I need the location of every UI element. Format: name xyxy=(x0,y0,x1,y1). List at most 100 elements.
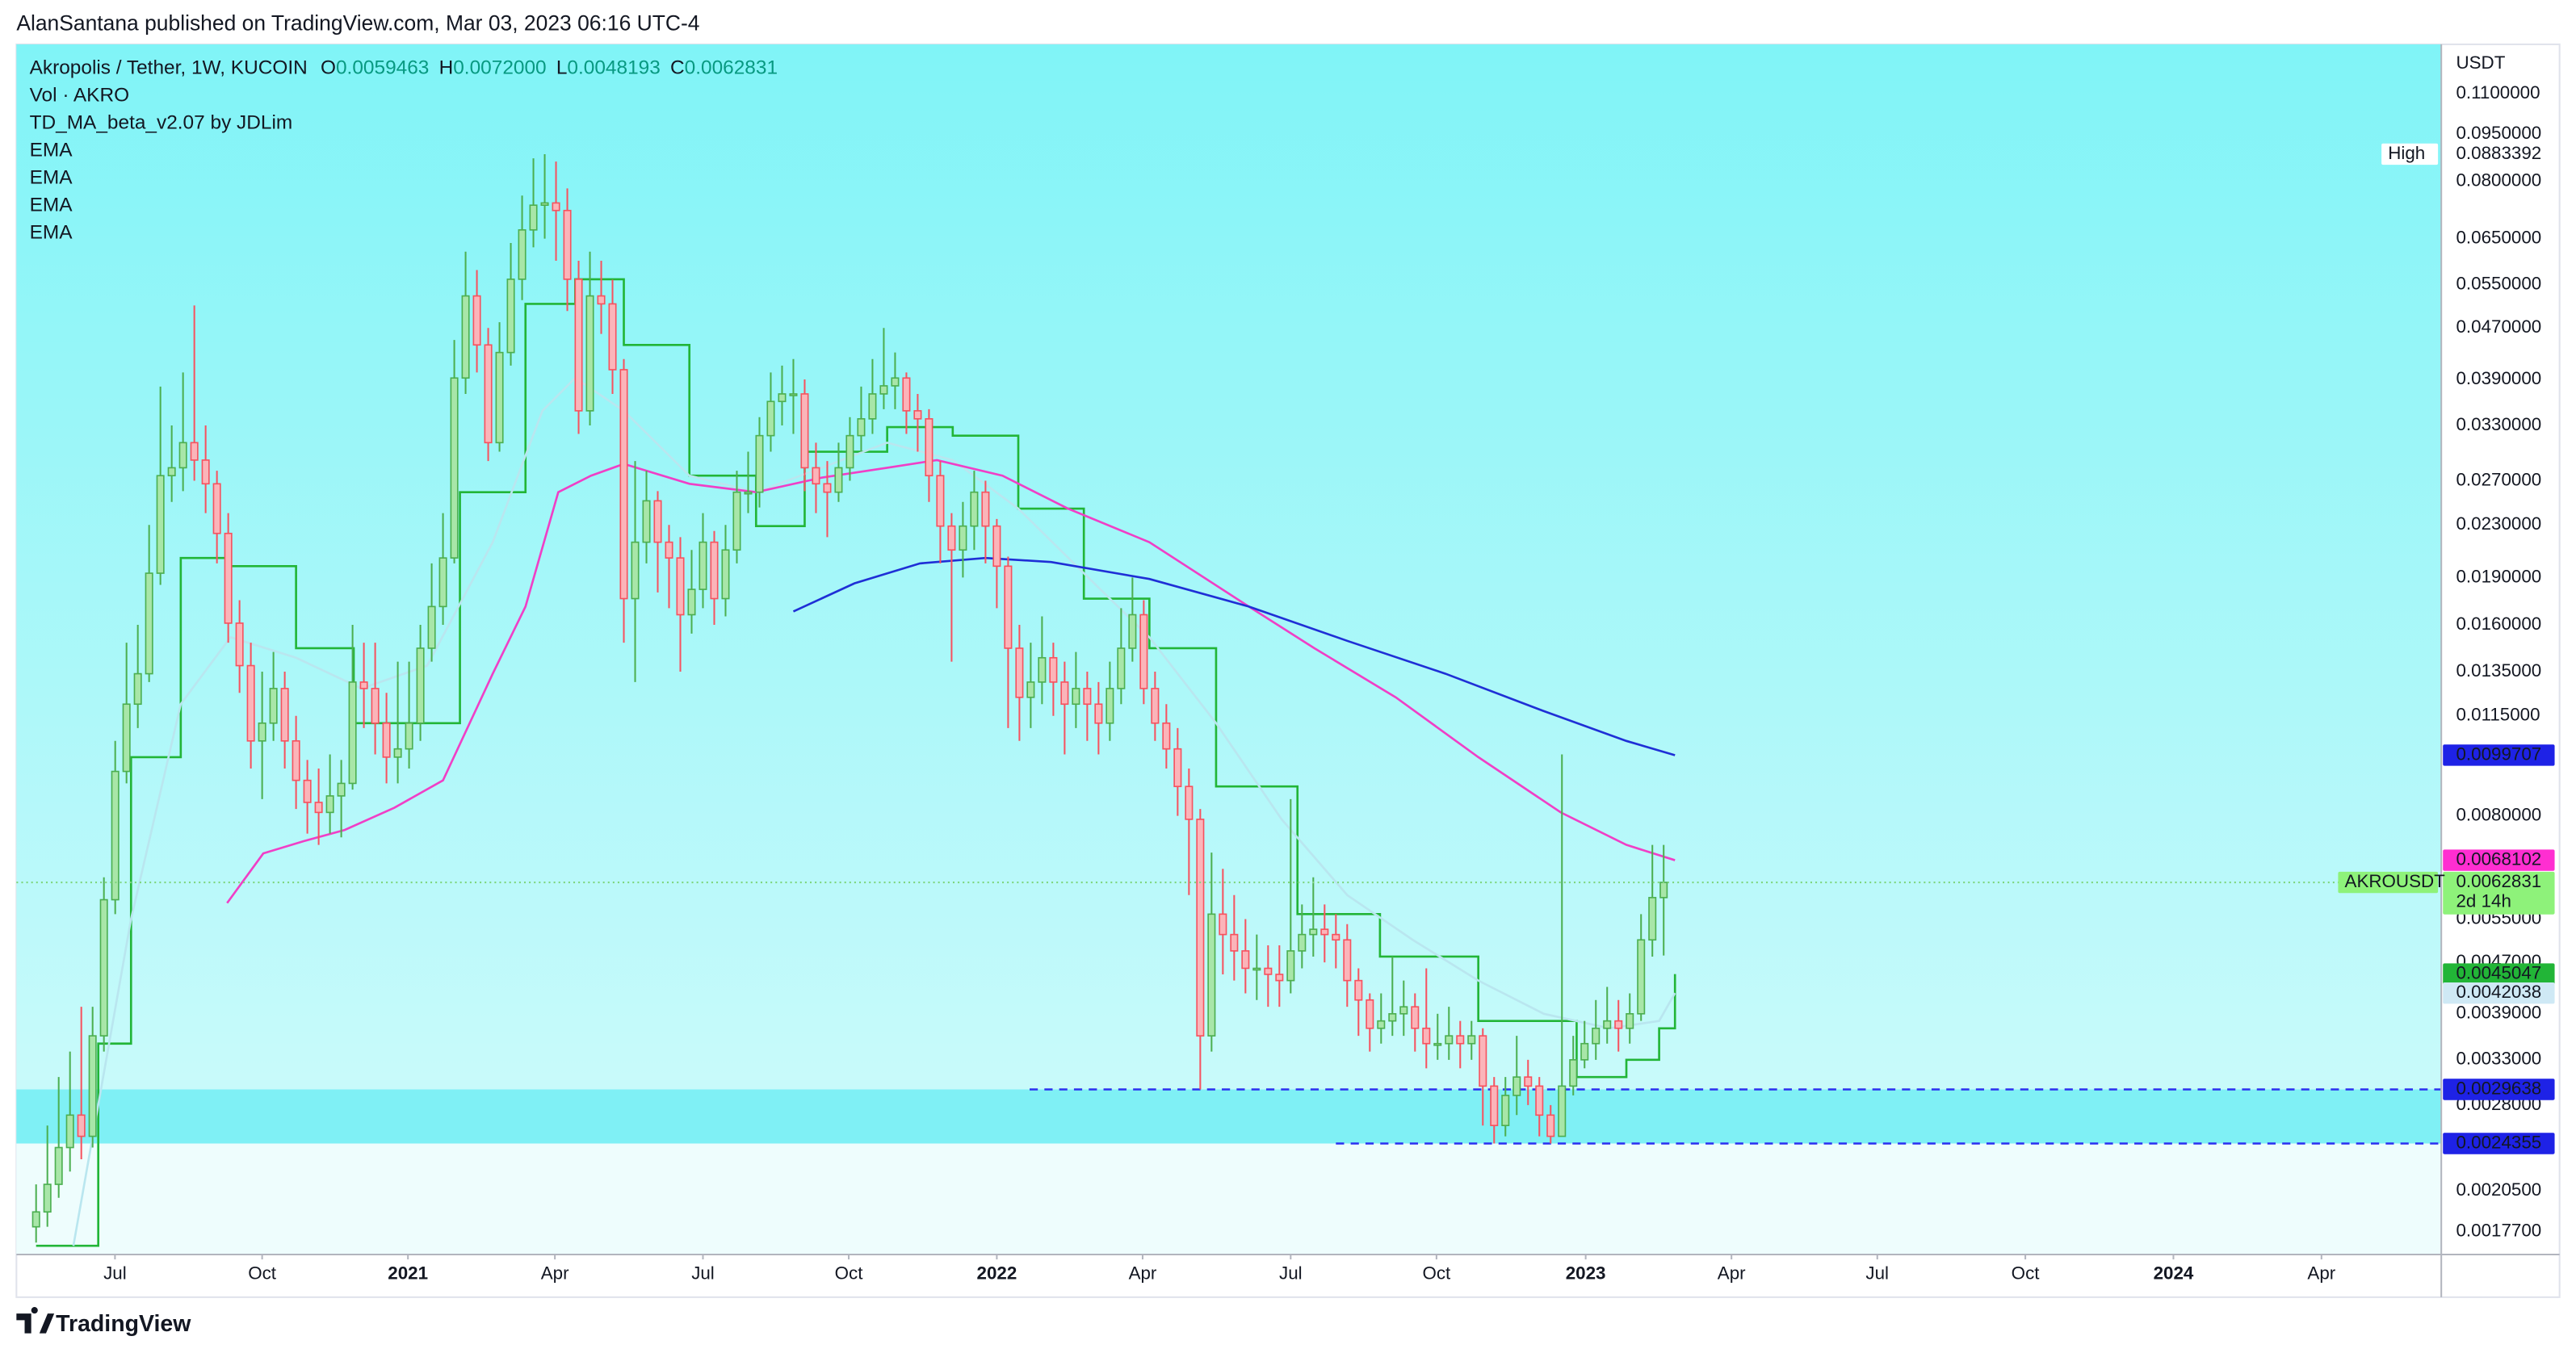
candle-body xyxy=(653,500,662,543)
candle-body xyxy=(1445,1035,1454,1045)
symbol-tag xyxy=(2381,143,2439,165)
ohlc-key: O xyxy=(321,57,336,79)
y-tick-label: 0.0650000 xyxy=(2456,228,2541,248)
candle-body xyxy=(1558,1085,1567,1137)
candle-body xyxy=(1162,722,1171,750)
y-tick-label: 0.0160000 xyxy=(2456,614,2541,634)
candle-body xyxy=(845,434,854,469)
candle-body xyxy=(1151,688,1160,724)
footer-logo xyxy=(16,1307,55,1334)
x-tick-label: Apr xyxy=(2307,1263,2335,1283)
indicator-line xyxy=(226,459,1676,904)
ohlc-key: H xyxy=(439,57,454,79)
candle-body xyxy=(405,722,413,750)
candle-body xyxy=(800,393,809,469)
indicator-label: EMA xyxy=(30,194,73,216)
candle-body xyxy=(506,279,515,354)
candle-body xyxy=(1659,882,1668,899)
candle-body xyxy=(891,377,900,387)
x-tick-label: Apr xyxy=(1129,1263,1157,1283)
candle-body xyxy=(99,899,108,1037)
candle-body xyxy=(597,295,606,305)
candle-body xyxy=(1648,897,1657,941)
candle-body xyxy=(1049,656,1058,683)
candle-body xyxy=(1196,819,1205,1037)
logo xyxy=(16,1307,55,1334)
candle-body xyxy=(1524,1076,1533,1087)
candle-body xyxy=(167,467,176,477)
candle-body xyxy=(393,748,402,758)
candle-body xyxy=(1377,1020,1386,1029)
candle-body xyxy=(1185,785,1194,820)
legend: Akropolis / Tether, 1W, KUCOIN O0.0059463… xyxy=(30,57,778,243)
candle-body xyxy=(959,525,967,551)
candle-body xyxy=(1354,979,1363,1001)
candle-body xyxy=(31,1211,40,1228)
candle-body xyxy=(1015,647,1024,698)
price-tag-label: 0.0029638 xyxy=(2456,1078,2541,1098)
candle-body xyxy=(992,525,1001,568)
price-tag-label: 0.0068102 xyxy=(2456,848,2541,869)
indicator-label: Vol · AKRO xyxy=(30,84,129,106)
lower-background xyxy=(16,1143,2442,1255)
ohlc-key: C xyxy=(670,57,685,79)
price-tag-label: 0.0042038 xyxy=(2456,982,2541,1002)
y-tick-label: 0.0039000 xyxy=(2456,1003,2541,1023)
candle-body xyxy=(1252,967,1261,971)
candle-body xyxy=(1467,1035,1476,1045)
candle-body xyxy=(1456,1035,1465,1045)
candle-body xyxy=(258,722,266,742)
candle-body xyxy=(766,400,775,437)
y-tick-label: 0.0020500 xyxy=(2456,1179,2541,1200)
footer: TradingView xyxy=(56,1311,191,1337)
candle-body xyxy=(1038,656,1047,683)
candle-body xyxy=(1603,1020,1612,1029)
ohlc-value: 0.0072000 xyxy=(453,57,546,79)
candle-body xyxy=(1105,688,1114,724)
candle-body xyxy=(744,491,753,495)
candle-body xyxy=(834,467,843,493)
candle-body xyxy=(1286,950,1295,982)
candle-body xyxy=(1207,913,1216,1037)
candle-body xyxy=(427,605,436,649)
candle-body xyxy=(88,1035,97,1137)
candle-body xyxy=(1026,681,1035,698)
candle-body xyxy=(1004,565,1013,649)
y-tick-label: 0.0230000 xyxy=(2456,513,2541,534)
x-tick-label: Jul xyxy=(103,1263,127,1283)
candle-body xyxy=(574,279,583,412)
candle-body xyxy=(43,1183,52,1213)
candle-body xyxy=(1083,688,1092,706)
candle-body xyxy=(111,770,120,901)
candle-body xyxy=(676,557,685,616)
price-tag xyxy=(2443,143,2555,165)
candle-body xyxy=(1535,1085,1544,1116)
candle-body xyxy=(348,681,357,785)
candle-body xyxy=(721,549,730,600)
candle-body xyxy=(450,377,459,559)
candle-body xyxy=(710,541,719,600)
candle-body xyxy=(1479,1035,1487,1087)
candle-body xyxy=(1490,1085,1499,1127)
y-tick-label: 0.0033000 xyxy=(2456,1049,2541,1069)
candle-body xyxy=(65,1114,74,1149)
candle-body xyxy=(472,295,481,346)
y-tick-label: 0.0330000 xyxy=(2456,414,2541,434)
candle-body xyxy=(1637,939,1646,1015)
y-tick-label: 0.0950000 xyxy=(2456,123,2541,143)
price-tag-label: 0.0099707 xyxy=(2456,744,2541,764)
indicator-label: TD_MA_beta_v2.07 by JDLim xyxy=(30,111,293,133)
candle-body xyxy=(552,202,560,212)
candle-body xyxy=(280,688,289,742)
candle-body xyxy=(1094,703,1103,724)
candle-body xyxy=(359,681,368,689)
price-tag-label: 0.0045047 xyxy=(2456,963,2541,983)
candle-body xyxy=(631,541,640,600)
symbol-tag-label: AKROUSDT xyxy=(2345,871,2446,891)
candle-body xyxy=(303,779,312,803)
candle-body xyxy=(292,739,300,781)
candle-body xyxy=(687,589,696,616)
candle-body xyxy=(235,622,244,667)
ohlc-value: 0.0062831 xyxy=(685,57,778,79)
